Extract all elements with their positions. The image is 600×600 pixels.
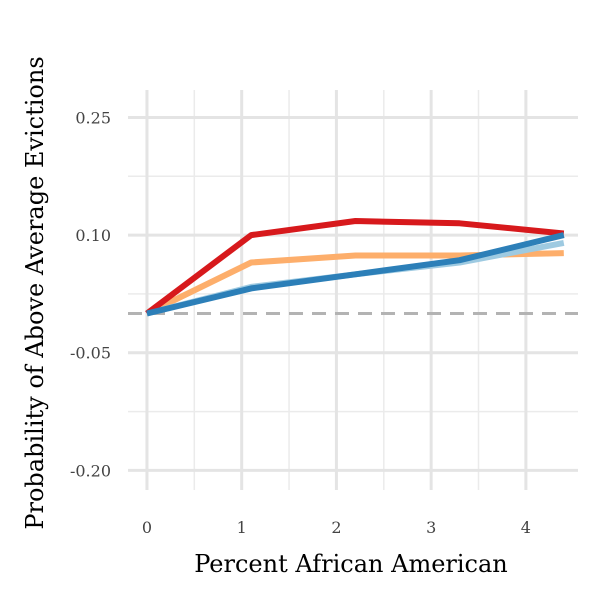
- major-gridlines: [128, 90, 578, 490]
- x-tick-label: 3: [426, 518, 436, 537]
- series-lines: [145, 218, 565, 317]
- y-axis-ticks: -0.20 -0.05 0.10 0.25: [70, 108, 111, 480]
- x-axis-ticks: 0 1 2 3 4: [142, 518, 531, 537]
- y-tick-label: 0.25: [75, 108, 111, 127]
- y-tick-label: -0.05: [70, 344, 111, 363]
- x-tick-label: 2: [331, 518, 341, 537]
- series-line-3: [145, 218, 565, 316]
- x-tick-label: 4: [521, 518, 531, 537]
- y-axis-title: Probability of Above Average Evictions: [21, 56, 49, 529]
- series-line-4: [146, 232, 565, 317]
- minor-gridlines: [128, 90, 578, 490]
- x-axis-title: Percent African American: [194, 550, 508, 578]
- y-tick-label: -0.20: [70, 461, 111, 480]
- series-line-1: [145, 250, 564, 317]
- y-tick-label: 0.10: [75, 226, 111, 245]
- x-tick-label: 0: [142, 518, 152, 537]
- x-tick-label: 1: [237, 518, 247, 537]
